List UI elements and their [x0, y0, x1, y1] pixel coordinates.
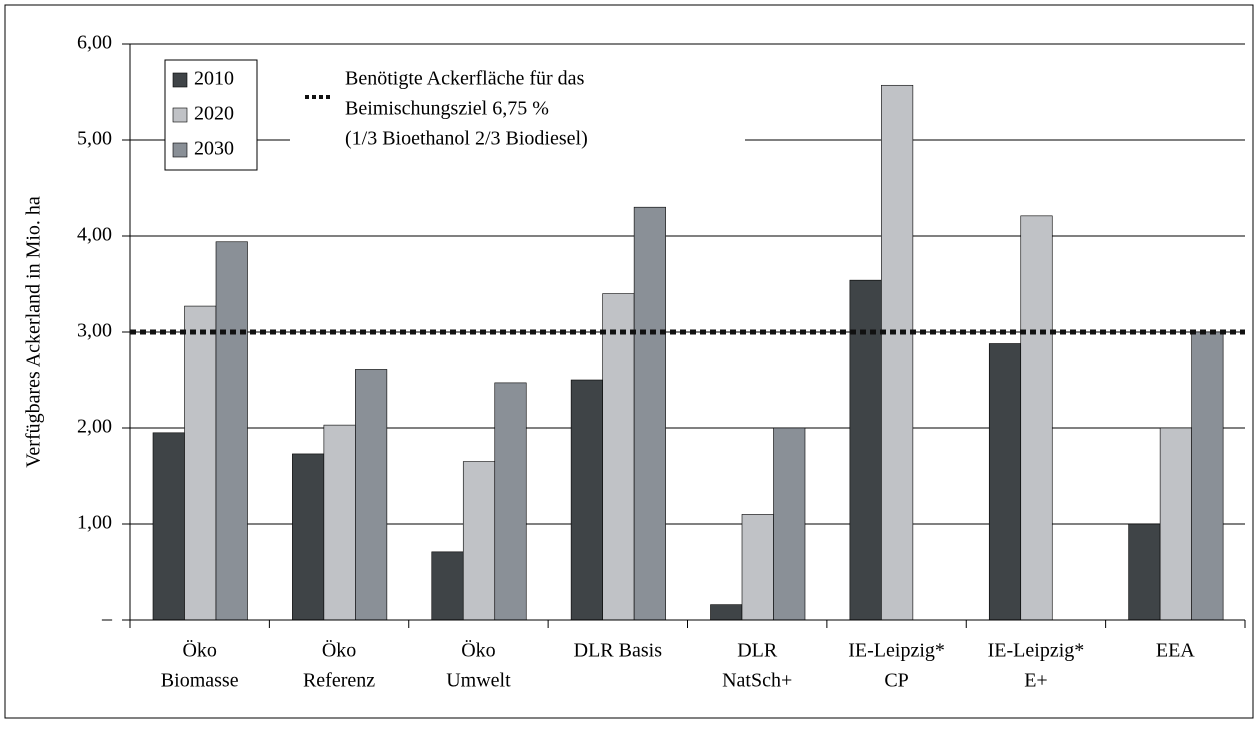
x-tick-label: Öko: [322, 639, 356, 662]
legend-reference-label: Beimischungsziel 6,75 %: [345, 98, 549, 120]
y-axis-label: Verfügbares Ackerland in Mio. ha: [23, 196, 45, 468]
legend-swatch: [172, 72, 188, 88]
x-tick-label: DLR: [737, 640, 778, 662]
bar: [355, 369, 388, 621]
bar: [184, 305, 217, 621]
bar: [633, 206, 666, 621]
legend-text-background: [290, 62, 745, 166]
x-tick-label: DLR Basis: [574, 640, 663, 662]
legend-label: 2020: [194, 103, 234, 125]
y-tick-label: 5,00: [77, 128, 112, 150]
x-tick-label: Referenz: [303, 670, 375, 692]
legend-label: 2010: [194, 68, 234, 90]
bar: [215, 241, 248, 621]
y-tick-label: 4,00: [77, 224, 112, 246]
bar: [431, 551, 464, 621]
y-tick-label: –: [101, 608, 113, 630]
bar: [881, 84, 914, 621]
bar: [570, 379, 603, 621]
x-tick-label: E+: [1024, 670, 1048, 692]
x-tick-label: Öko: [182, 639, 216, 662]
x-tick-label: IE-Leipzig*: [848, 640, 945, 662]
bar: [988, 343, 1022, 621]
legend-reference-label: (1/3 Bioethanol 2/3 Biodiesel): [345, 128, 588, 150]
bar: [1020, 215, 1053, 621]
bar: [152, 432, 185, 621]
x-tick-label: CP: [884, 670, 908, 692]
x-tick-label: Öko: [461, 639, 495, 662]
bar: [462, 461, 496, 621]
bar: [773, 427, 806, 621]
x-tick-label: Umwelt: [446, 670, 511, 692]
legend-swatch: [172, 142, 188, 158]
bar: [1191, 331, 1224, 621]
x-tick-label: NatSch+: [722, 670, 792, 692]
bar: [741, 514, 774, 621]
legend-swatch: [172, 107, 188, 123]
x-tick-label: IE-Leipzig*: [988, 640, 1085, 662]
bar: [1159, 427, 1192, 621]
bar: [323, 424, 356, 621]
bar: [602, 293, 635, 621]
legend-label: 2030: [194, 138, 234, 160]
bar: [292, 453, 325, 621]
x-tick-label: Biomasse: [161, 670, 239, 692]
bar: [494, 382, 527, 621]
legend-reference-label: Benötigte Ackerfläche für das: [345, 68, 585, 90]
bar: [1128, 523, 1161, 621]
y-tick-label: 1,00: [77, 512, 112, 534]
y-tick-label: 6,00: [77, 32, 112, 54]
x-tick-label: EEA: [1156, 640, 1195, 662]
y-tick-label: 2,00: [77, 416, 112, 438]
y-tick-label: 3,00: [77, 320, 112, 342]
bar: [710, 604, 743, 621]
